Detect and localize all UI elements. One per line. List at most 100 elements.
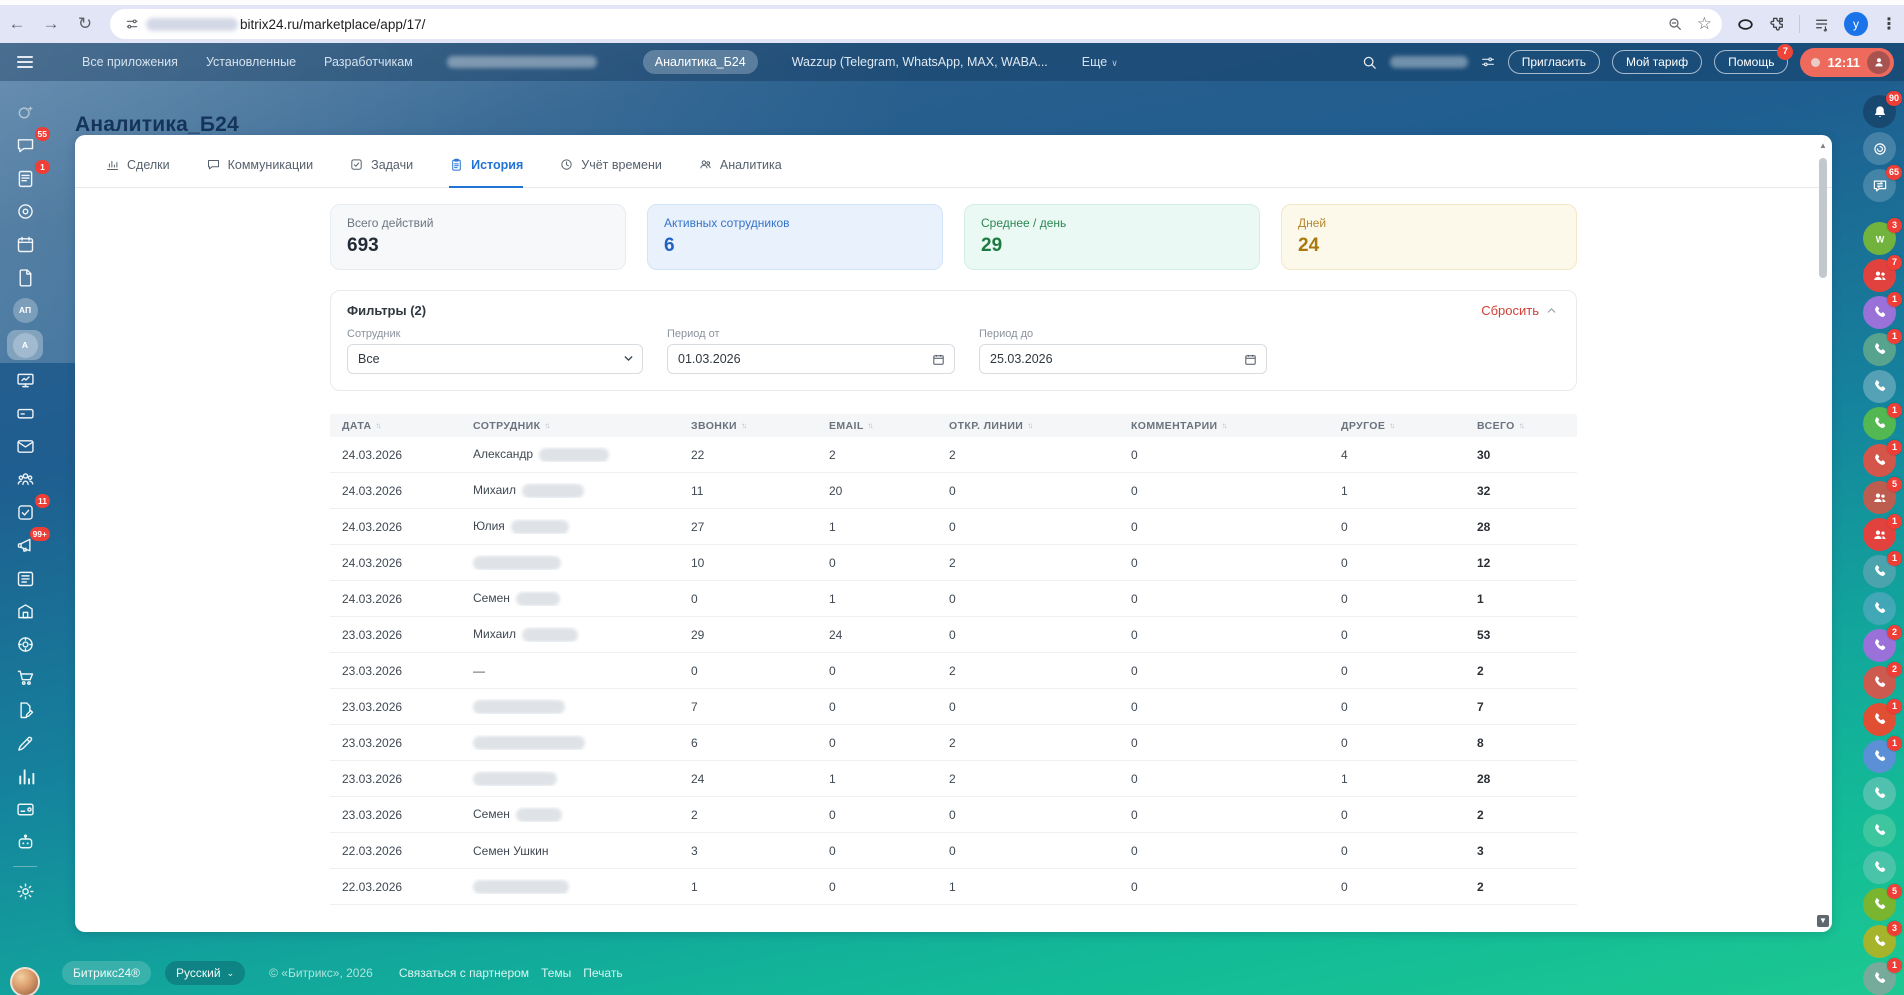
sidebar-item-bot[interactable]: [7, 829, 43, 855]
help-button[interactable]: Помощь 7: [1714, 44, 1794, 74]
sidebar-item-pen[interactable]: [7, 730, 43, 756]
footer-brand-pill[interactable]: Битрикс24®: [62, 961, 152, 985]
sidebar-item-automation[interactable]: [7, 565, 43, 591]
topbar-menu-item-0[interactable]: Все приложения: [82, 55, 178, 69]
phone-icon[interactable]: [1863, 777, 1896, 810]
people-icon[interactable]: 1: [1863, 514, 1902, 551]
reading-list-icon[interactable]: [1813, 15, 1831, 33]
table-row[interactable]: 22.03.2026 1 0 1 0 0 2: [330, 869, 1577, 905]
sort-icon[interactable]: ↑↓: [1518, 421, 1525, 430]
phone-icon[interactable]: [1863, 814, 1896, 847]
sidebar-item-sign-doc[interactable]: [7, 697, 43, 723]
sidebar-item-copilot[interactable]: [7, 99, 43, 125]
topbar-app-tab-0[interactable]: Аналитика_Б24: [642, 50, 758, 74]
people-icon[interactable]: 7: [1863, 255, 1902, 292]
phone-icon[interactable]: 1: [1863, 551, 1902, 588]
sidebar-item-analytics[interactable]: [7, 763, 43, 789]
topbar-menu-item-1[interactable]: Установленные: [205, 55, 297, 69]
scroll-down-icon[interactable]: ▼: [1817, 915, 1829, 927]
table-row[interactable]: 23.03.2026 — 0 0 2 0 0 2: [330, 653, 1577, 689]
search-icon[interactable]: [1361, 54, 1378, 71]
column-header-3[interactable]: EMAIL ↑↓: [817, 420, 937, 432]
calendar-icon[interactable]: [1243, 352, 1258, 367]
my-plan-button[interactable]: Мой тариф: [1611, 50, 1703, 74]
sidebar-item-crm[interactable]: [7, 367, 43, 393]
table-row[interactable]: 24.03.2026 10 0 2 0 0 12: [330, 545, 1577, 581]
sidebar-item-avatar-6[interactable]: АП: [7, 297, 43, 323]
table-row[interactable]: 24.03.2026 Александр 22 2 2 0 4 30: [330, 437, 1577, 473]
phone-icon[interactable]: 1: [1863, 329, 1902, 366]
phone-icon[interactable]: 2: [1863, 625, 1902, 662]
sidebar-item-shop[interactable]: [7, 664, 43, 690]
column-header-2[interactable]: ЗВОНКИ ↑↓: [679, 420, 817, 432]
sidebar-item-avatar-7[interactable]: А: [7, 330, 43, 360]
phone-icon[interactable]: 1: [1863, 440, 1902, 477]
hamburger-menu-icon[interactable]: [0, 53, 50, 71]
phone-icon[interactable]: [1863, 592, 1896, 625]
tab-учёт-времени[interactable]: Учёт времени: [559, 157, 662, 188]
sidebar-item-warehouse[interactable]: [7, 598, 43, 624]
footer-link-0[interactable]: Связаться с партнером: [398, 966, 530, 980]
phone-icon[interactable]: [1863, 370, 1896, 403]
sort-icon[interactable]: ↑↓: [375, 421, 381, 430]
phone-icon[interactable]: 3: [1863, 921, 1902, 958]
column-header-7[interactable]: ВСЕГО ↑↓: [1465, 420, 1577, 432]
phone-icon[interactable]: 1: [1863, 736, 1902, 773]
filter-settings-icon[interactable]: [1480, 54, 1496, 70]
column-header-1[interactable]: СОТРУДНИК ↑↓: [461, 420, 679, 432]
column-header-0[interactable]: ДАТА ↑↓: [330, 420, 461, 432]
browser-address-bar[interactable]: bitrix24.ru/marketplace/app/17/ ☆: [110, 9, 1722, 39]
zoom-out-icon[interactable]: [1667, 16, 1683, 32]
sidebar-item-settings[interactable]: [7, 878, 43, 904]
sidebar-item-calendar[interactable]: [7, 231, 43, 257]
tab-коммуникации[interactable]: Коммуникации: [206, 157, 313, 188]
column-header-5[interactable]: КОММЕНТАРИИ ↑↓: [1119, 420, 1329, 432]
browser-back-icon[interactable]: ←: [8, 14, 26, 33]
footer-link-2[interactable]: Печать: [583, 966, 623, 980]
url-text[interactable]: bitrix24.ru/marketplace/app/17/: [240, 16, 426, 32]
table-row[interactable]: 23.03.2026 24 1 2 0 1 28: [330, 761, 1577, 797]
user-avatar[interactable]: [7, 967, 43, 995]
table-row[interactable]: 23.03.2026 7 0 0 0 0 7: [330, 689, 1577, 725]
browser-reload-icon[interactable]: ↻: [77, 14, 93, 33]
browser-menu-icon[interactable]: ⋮: [1881, 16, 1897, 33]
sidebar-item-terminal[interactable]: [7, 796, 43, 822]
scrollbar-thumb[interactable]: [1819, 158, 1827, 278]
sort-icon[interactable]: ↑↓: [867, 421, 874, 430]
footer-link-1[interactable]: Темы: [541, 966, 572, 980]
column-header-6[interactable]: ДРУГОЕ ↑↓: [1329, 420, 1465, 432]
topbar-more-menu[interactable]: Еще ∨: [1081, 55, 1118, 69]
employee-select[interactable]: Все: [347, 344, 643, 374]
tab-аналитика[interactable]: Аналитика: [698, 157, 782, 188]
topbar-app-tab-1[interactable]: Wazzup (Telegram, WhatsApp, MAX, WABA...: [791, 55, 1048, 69]
period-to-input[interactable]: [990, 352, 1243, 366]
tab-сделки[interactable]: Сделки: [105, 157, 170, 188]
calendar-icon[interactable]: [931, 352, 946, 367]
sidebar-item-disk[interactable]: [7, 198, 43, 224]
filters-reset-button[interactable]: Сбросить: [1481, 303, 1558, 318]
sidebar-item-team[interactable]: [7, 466, 43, 492]
column-header-4[interactable]: ОТКР. ЛИНИИ ↑↓: [937, 420, 1119, 432]
phone-icon[interactable]: 1: [1863, 958, 1902, 995]
phone-icon[interactable]: 2: [1863, 662, 1902, 699]
phone-icon[interactable]: 1: [1863, 292, 1902, 329]
sidebar-item-target[interactable]: [7, 631, 43, 657]
phone-icon[interactable]: 5: [1863, 884, 1902, 921]
bookmark-star-icon[interactable]: ☆: [1696, 14, 1712, 33]
chat-arrows-icon[interactable]: 65: [1863, 165, 1902, 202]
sidebar-item-mail[interactable]: [7, 433, 43, 459]
footer-language-select[interactable]: Русский ⌄: [165, 961, 246, 985]
site-settings-icon[interactable]: [124, 16, 140, 32]
sort-icon[interactable]: ↑↓: [1389, 421, 1395, 430]
table-row[interactable]: 22.03.2026 Семен Ушкин 3 0 0 0 0 3: [330, 833, 1577, 869]
panel-scrollbar[interactable]: ▲ ▼: [1817, 140, 1829, 927]
sort-icon[interactable]: ↑↓: [1221, 421, 1228, 430]
sidebar-item-docs[interactable]: [7, 264, 43, 290]
sort-icon[interactable]: ↑↓: [741, 421, 747, 430]
sidebar-item-drive[interactable]: [7, 400, 43, 426]
table-row[interactable]: 23.03.2026 6 0 2 0 0 8: [330, 725, 1577, 761]
sidebar-item-tasks[interactable]: 11: [7, 494, 50, 525]
table-row[interactable]: 23.03.2026 Семен 2 0 0 0 0 2: [330, 797, 1577, 833]
sidebar-item-feed[interactable]: 1: [7, 160, 50, 191]
